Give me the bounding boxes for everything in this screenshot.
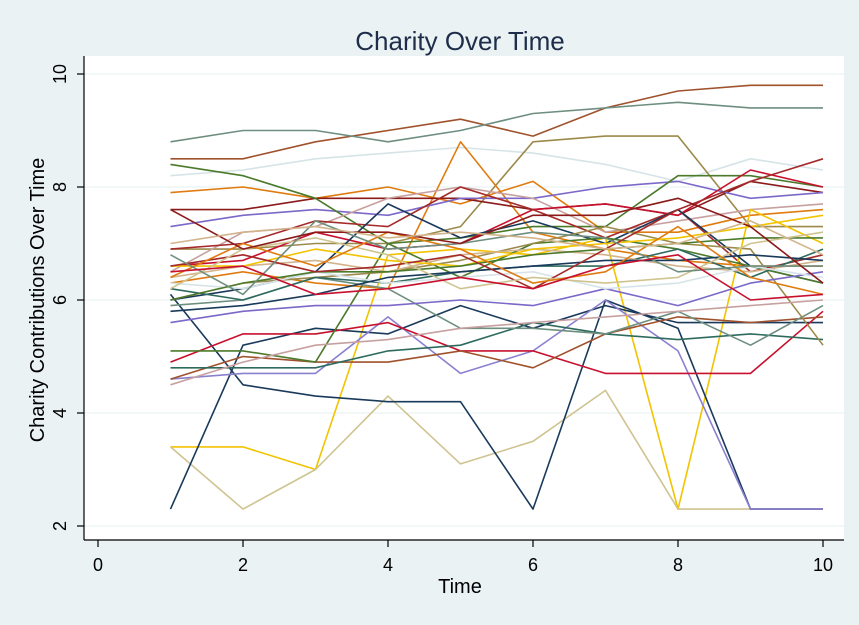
- series-line-19: [170, 310, 824, 375]
- x-tick-label: 0: [93, 555, 103, 575]
- y-tick-label: 2: [50, 521, 70, 531]
- plot-area: [84, 56, 844, 540]
- axes: 0 2 4 6 8 10 2 4 6 8 10: [50, 56, 844, 575]
- series-line-33: [170, 158, 824, 290]
- series-line-36: [170, 220, 823, 296]
- series-line-7: [170, 180, 824, 217]
- series-line-1: [170, 84, 823, 160]
- series-line-15: [169, 304, 823, 510]
- series-line-14: [169, 389, 823, 510]
- series-line-35: [170, 225, 824, 296]
- x-tick-label: 6: [528, 555, 538, 575]
- x-tick-label: 2: [238, 555, 248, 575]
- x-axis-label: Time: [438, 576, 482, 598]
- series-line-32: [170, 237, 823, 301]
- series-line-38: [170, 197, 824, 284]
- y-tick-label: 4: [50, 408, 70, 418]
- series-line-37: [170, 254, 824, 301]
- x-tick-label: 10: [813, 555, 833, 575]
- y-tick-label: 6: [50, 295, 70, 305]
- series-line-3: [170, 146, 824, 183]
- series-line-20: [170, 316, 824, 380]
- series-line-16: [169, 293, 823, 510]
- y-tick-label: 10: [50, 64, 70, 84]
- series-line-18: [170, 299, 823, 510]
- x-tick-label: 4: [383, 555, 393, 575]
- series-line-26: [170, 271, 824, 324]
- chart-title: Charity Over Time: [355, 26, 565, 56]
- series-line-31: [170, 254, 824, 313]
- y-axis-label: Charity Contributions Over Time: [27, 158, 49, 443]
- x-tick-label: 8: [673, 555, 683, 575]
- series-line-21: [170, 321, 824, 369]
- series-line-39: [170, 220, 824, 256]
- series-line-2: [170, 101, 823, 143]
- y-tick-label: 8: [50, 182, 70, 192]
- series-line-25: [170, 299, 824, 386]
- series-lines: [169, 84, 824, 510]
- series-line-11: [170, 169, 824, 267]
- series-line-9: [170, 163, 824, 245]
